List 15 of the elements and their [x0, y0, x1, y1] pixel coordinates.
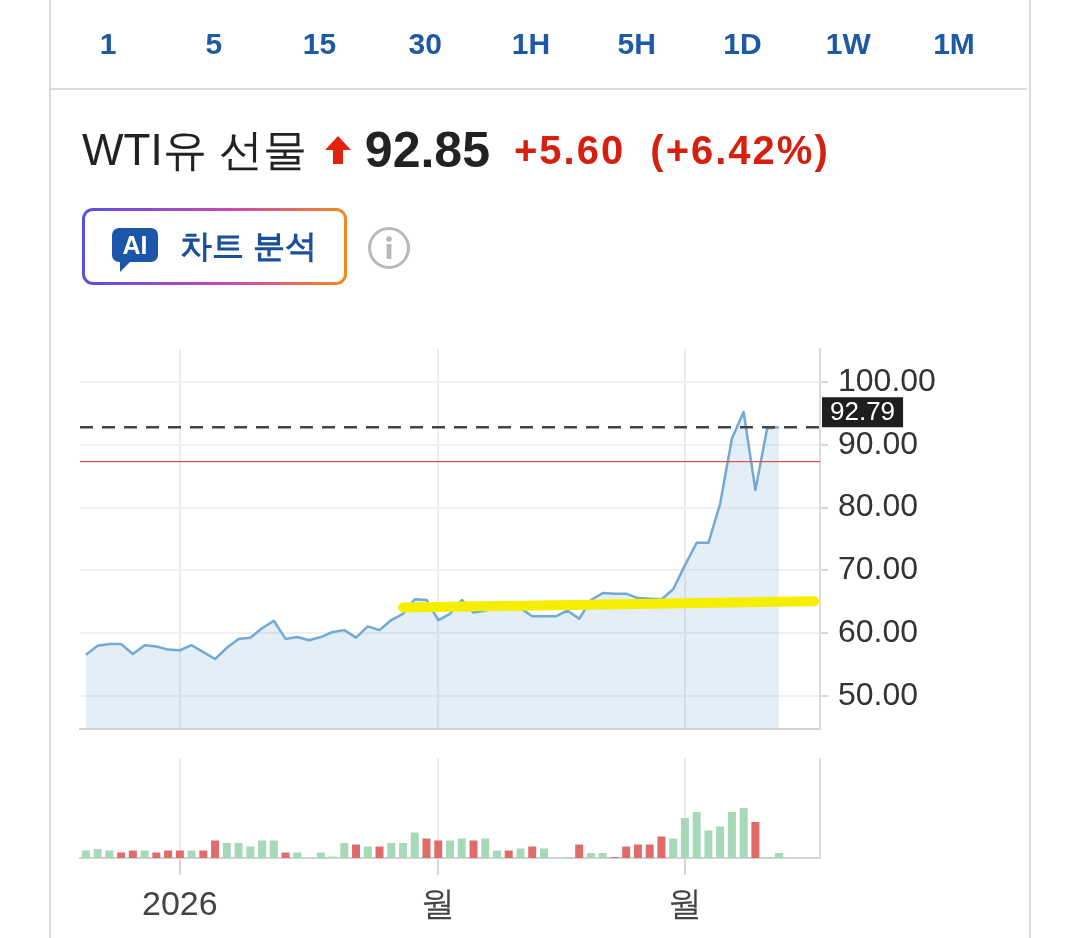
text: 1 5 15 30 1H 5H 1D 1W 1M [99, 27, 975, 60]
x-tick-label: 월 [667, 883, 702, 922]
y-tick-label: 60.00 [838, 613, 919, 650]
y-tick-label: 70.00 [838, 550, 919, 587]
x-tick-label: 월 [421, 883, 456, 922]
y-tick-label: 100.00 [838, 361, 936, 398]
chart-subtitle: 92.85 [364, 121, 490, 179]
y-tick-label: 80.00 [838, 487, 919, 524]
text: +5.60 (+6.42%) [513, 127, 830, 173]
y-tick-label: 50.00 [838, 675, 919, 712]
x-tick-label: 2026 [142, 883, 218, 922]
y-tick-label: 90.00 [838, 424, 919, 461]
analysis-button: AI 차트 분석 [82, 208, 347, 285]
chart-title: WTI유 선물 [82, 123, 307, 176]
ref-line-label: 92.79 [830, 396, 896, 427]
